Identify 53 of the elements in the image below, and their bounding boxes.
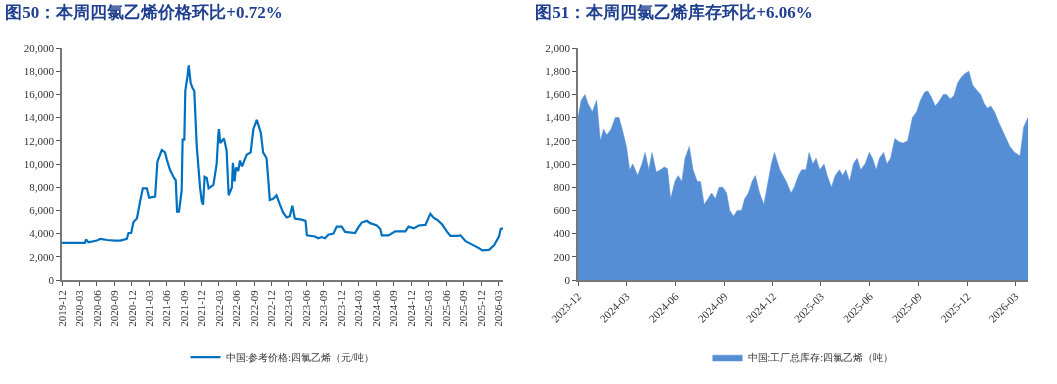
x-tick-label: 2020-03 (72, 289, 85, 327)
x-tick-label: 2024-09 (387, 289, 400, 327)
y-tick-label: 12,000 (23, 134, 55, 147)
x-tick-label: 2024-12 (404, 290, 417, 327)
x-tick-label: 2024-03 (352, 289, 365, 327)
x-tick-label: 2021-12 (195, 290, 208, 327)
y-tick-label: 600 (553, 204, 571, 217)
x-tick-label: 2025-06 (439, 289, 452, 327)
x-tick-label: 2023-03 (282, 289, 295, 327)
y-tick-label: 14,000 (23, 111, 55, 124)
x-tick-label: 2025-03 (422, 289, 435, 327)
y-tick-label: 8,000 (29, 181, 55, 194)
x-tick-label: 2020-12 (125, 290, 138, 327)
x-tick-label: 2020-09 (108, 289, 121, 327)
x-tick-label: 2021-06 (160, 289, 173, 327)
y-tick-label: 1,800 (545, 65, 571, 78)
y-tick-label: 18,000 (23, 65, 55, 78)
y-tick-label: 0 (48, 273, 55, 286)
x-tick-label: 2019-12 (55, 290, 68, 327)
x-tick-label: 2022-03 (212, 289, 225, 327)
y-tick-label: 1,200 (545, 134, 571, 147)
y-tick-label: 10,000 (23, 157, 55, 170)
x-tick-label: 2023-09 (317, 289, 330, 327)
y-tick-label: 6,000 (29, 204, 55, 217)
y-tick-label: 2,000 (545, 41, 571, 54)
x-tick-label: 2023-06 (299, 289, 312, 327)
line-series (62, 64, 503, 252)
y-tick-label: 0 (564, 273, 571, 286)
y-tick-label: 1,400 (545, 111, 571, 124)
x-tick-label: 2021-03 (142, 289, 155, 327)
chart-title: 图50：本周四氯乙烯价格环比+0.72% (5, 2, 283, 22)
x-tick-label: 2026-03 (491, 289, 504, 327)
legend-label: 中国:工厂总库存:四氯乙烯（吨） (747, 352, 894, 364)
y-tick-label: 400 (553, 227, 571, 240)
y-tick-label: 20,000 (23, 41, 55, 54)
x-tick-label: 2022-06 (230, 289, 243, 327)
x-tick-label: 2021-09 (177, 289, 190, 327)
y-tick-label: 1,000 (545, 157, 571, 170)
y-tick-label: 800 (553, 181, 571, 194)
y-tick-label: 16,000 (23, 88, 55, 101)
x-tick-label: 2025-09 (457, 289, 470, 327)
y-tick-label: 2,000 (29, 250, 55, 263)
x-tick-label: 2023-12 (334, 290, 347, 327)
x-tick-label: 2020-06 (90, 289, 103, 327)
y-tick-label: 200 (553, 250, 571, 263)
x-tick-label: 2022-09 (247, 289, 260, 327)
x-tick-label: 2024-06 (369, 289, 382, 327)
y-tick-label: 1,600 (545, 88, 571, 101)
x-tick-label: 2022-12 (265, 290, 278, 327)
legend-label: 中国:参考价格:四氯乙烯（元/吨） (225, 352, 374, 364)
x-tick-label: 2025-12 (474, 290, 487, 327)
y-tick-label: 4,000 (29, 227, 55, 240)
chart-title: 图51：本周四氯乙烯库存环比+6.06% (535, 2, 813, 22)
